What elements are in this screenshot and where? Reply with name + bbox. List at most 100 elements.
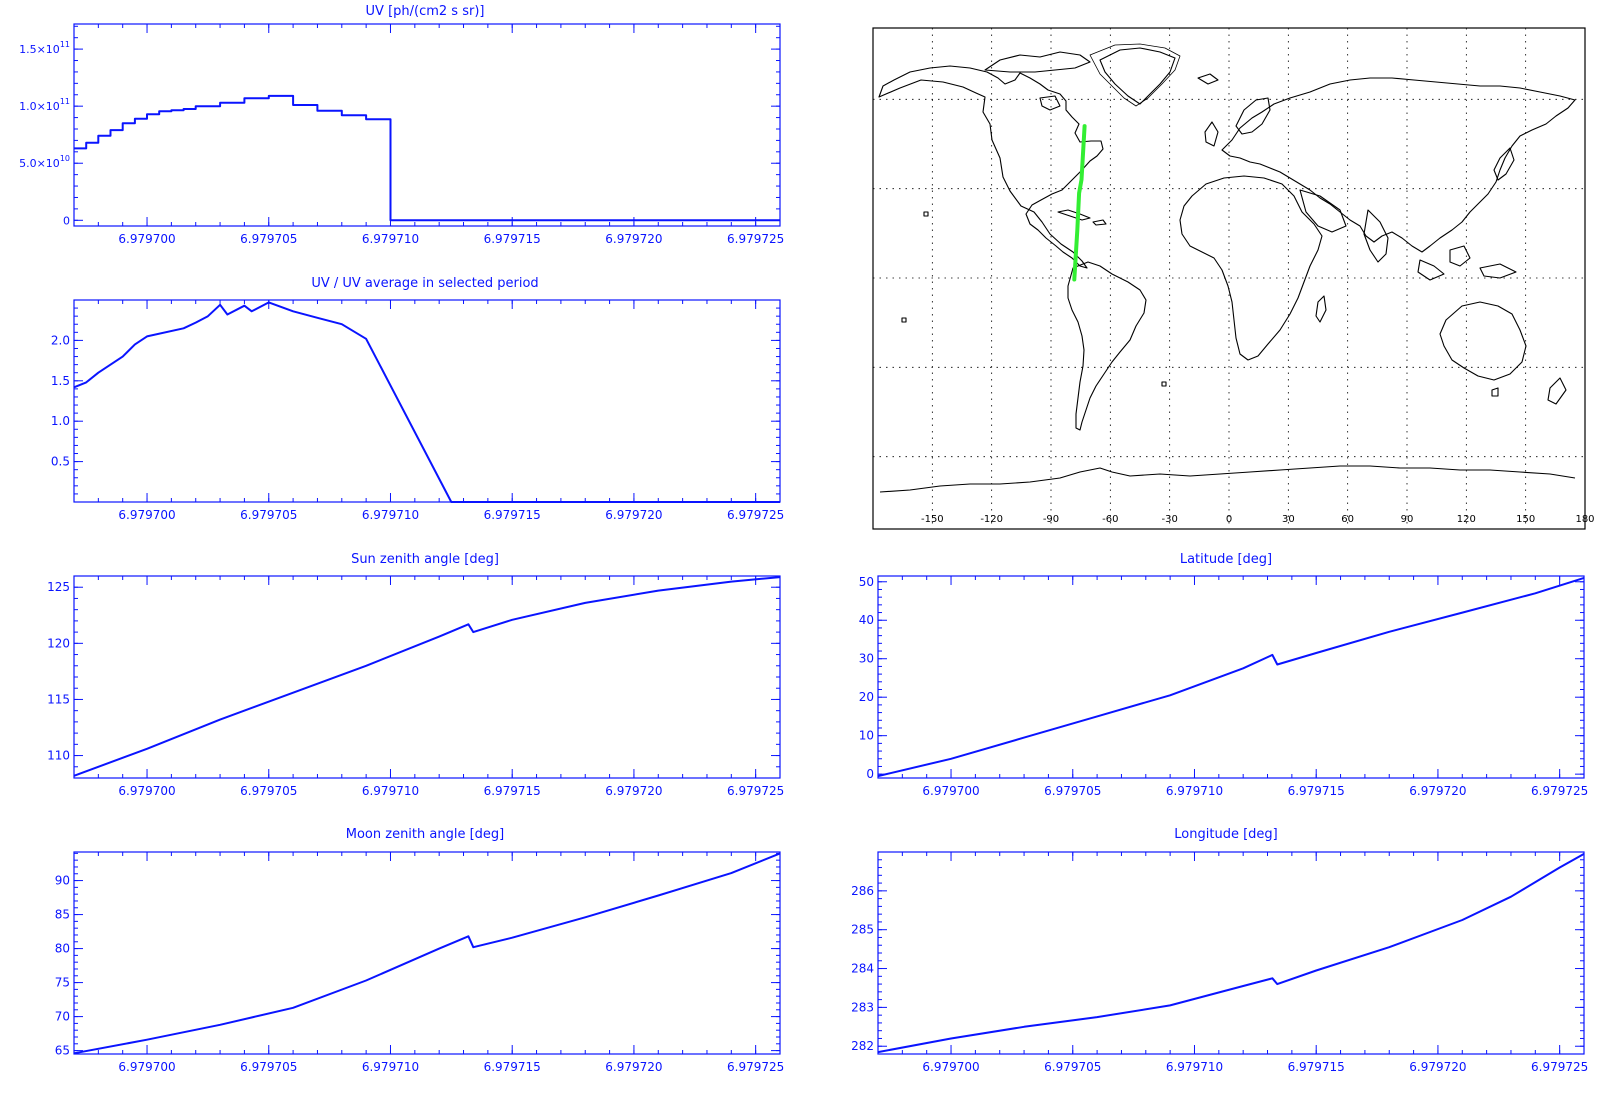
longitude-ytick-label: 286 — [851, 884, 874, 898]
map-gridlines — [873, 28, 1585, 529]
orbit-track — [1072, 124, 1087, 282]
sun-zenith-ytick-label: 125 — [47, 580, 70, 594]
uv-ratio-title: UV / UV average in selected period — [311, 276, 538, 291]
world-map: -150 -120 -90 -60 -30 0 30 60 90 120 150 180 — [872, 27, 1595, 530]
uv-xtick-label: 6.979710 — [362, 232, 419, 246]
latitude-chart: 6.979700 6.979705 6.979710 6.979715 6.979720… — [859, 575, 1589, 798]
uv-xtick-label: 6.979725 — [727, 232, 784, 246]
sun-zenith-chart: 6.979700 6.979705 6.979710 6.979715 6.979720… — [47, 575, 784, 798]
uv-ytick-label: 0 — [63, 214, 70, 227]
sun-zenith-xtick-label: 6.979725 — [727, 784, 784, 798]
longitude-ytick-label: 283 — [851, 1000, 874, 1014]
latitude-ytick-label: 0 — [866, 767, 874, 781]
uv-ratio-axes-frame — [73, 299, 781, 503]
uv-ratio-ytick-label: 1.0 — [51, 414, 70, 428]
moon-zenith-xtick-label: 6.979720 — [605, 1060, 662, 1074]
map-lon-label: -30 — [1161, 514, 1177, 525]
uv-ratio-chart: 6.979700 6.979705 6.979710 6.979715 6.979720… — [51, 299, 784, 522]
sun-zenith-ytick-label: 110 — [47, 749, 70, 763]
uv-ratio-series-line — [73, 301, 780, 503]
moon-zenith-ytick-label: 90 — [55, 874, 70, 888]
latitude-axes-frame — [877, 575, 1585, 779]
uv-xtick-label: 6.979720 — [605, 232, 662, 246]
sun-zenith-title: Sun zenith angle [deg] — [351, 552, 499, 567]
moon-zenith-xtick-label: 6.979725 — [727, 1060, 784, 1074]
uv-xtick-label: 6.979715 — [484, 232, 541, 246]
moon-zenith-ytick-label: 75 — [55, 976, 70, 990]
sun-zenith-ytick-label: 115 — [47, 692, 70, 706]
map-lon-label: 120 — [1457, 514, 1476, 525]
moon-zenith-xtick-label: 6.979710 — [362, 1060, 419, 1074]
map-lon-label: 90 — [1401, 514, 1414, 525]
longitude-xtick-label: 6.979715 — [1288, 1060, 1345, 1074]
uv-series-line — [74, 94, 780, 222]
moon-zenith-axes-frame — [73, 851, 781, 1055]
map-lon-label: 180 — [1575, 514, 1594, 525]
latitude-series-line — [877, 576, 1585, 778]
moon-zenith-ytick-label: 85 — [55, 908, 70, 922]
uv-ratio-xtick-label: 6.979710 — [362, 508, 419, 522]
uv-ratio-xtick-label: 6.979725 — [727, 508, 784, 522]
sun-zenith-ytick-label: 120 — [47, 636, 70, 650]
uv-ratio-xtick-label: 6.979715 — [484, 508, 541, 522]
moon-zenith-series-line — [73, 852, 781, 1055]
longitude-ytick-label: 282 — [851, 1039, 874, 1053]
map-lon-label: -60 — [1102, 514, 1118, 525]
uv-ratio-xtick-label: 6.979705 — [240, 508, 297, 522]
latitude-ytick-label: 50 — [859, 575, 874, 589]
moon-zenith-xtick-label: 6.979705 — [240, 1060, 297, 1074]
uv-ratio-ytick-label: 2.0 — [51, 333, 70, 347]
latitude-xtick-label: 6.979710 — [1166, 784, 1223, 798]
uv-ratio-xtick-label: 6.979720 — [605, 508, 662, 522]
uv-ytick-label: 5.0×1010 — [19, 154, 70, 170]
uv-ratio-ytick-label: 0.5 — [51, 455, 70, 469]
moon-zenith-xtick-label: 6.979715 — [484, 1060, 541, 1074]
uv-ytick-label: 1.5×1011 — [19, 40, 70, 56]
map-lon-label: -150 — [921, 514, 944, 525]
moon-zenith-ytick-label: 80 — [55, 942, 70, 956]
map-lon-label: 30 — [1282, 514, 1295, 525]
longitude-xtick-label: 6.979705 — [1044, 1060, 1101, 1074]
uv-ratio-ytick-label: 1.5 — [51, 374, 70, 388]
longitude-series-line — [877, 853, 1585, 1054]
uv-title: UV [ph/(cm2 s sr)] — [366, 4, 485, 19]
map-lon-axis: -150 -120 -90 -60 -30 0 30 60 90 120 150 180 — [921, 514, 1595, 525]
uv-xtick-label: 6.979705 — [240, 232, 297, 246]
sun-zenith-xtick-label: 6.979710 — [362, 784, 419, 798]
latitude-xtick-label: 6.979700 — [922, 784, 979, 798]
latitude-xtick-label: 6.979705 — [1044, 784, 1101, 798]
latitude-ytick-label: 40 — [859, 613, 874, 627]
moon-zenith-title: Moon zenith angle [deg] — [346, 827, 504, 842]
sun-zenith-series-line — [73, 576, 781, 777]
moon-zenith-ytick-label: 70 — [55, 1010, 70, 1024]
longitude-ytick-label: 285 — [851, 923, 874, 937]
map-lon-label: 60 — [1341, 514, 1354, 525]
moon-zenith-chart: 6.979700 6.979705 6.979710 6.979715 6.979720… — [55, 851, 784, 1074]
longitude-title: Longitude [deg] — [1174, 827, 1277, 842]
longitude-xtick-label: 6.979720 — [1409, 1060, 1466, 1074]
orbit-track-line — [1072, 124, 1087, 282]
uv-ytick-label: 1.0×1011 — [19, 97, 70, 113]
uv-chart: 6.979700 6.979705 6.979710 6.979715 6.979720… — [19, 23, 784, 246]
uv-ratio-xtick-label: 6.979700 — [118, 508, 175, 522]
latitude-xtick-label: 6.979725 — [1531, 784, 1588, 798]
uv-xtick-label: 6.979700 — [118, 232, 175, 246]
sun-zenith-xtick-label: 6.979715 — [484, 784, 541, 798]
longitude-xtick-label: 6.979725 — [1531, 1060, 1588, 1074]
latitude-xtick-label: 6.979720 — [1409, 784, 1466, 798]
sun-zenith-xtick-label: 6.979700 — [118, 784, 175, 798]
longitude-ytick-label: 284 — [851, 962, 874, 976]
uv-axes-frame — [73, 23, 781, 227]
latitude-xtick-label: 6.979715 — [1288, 784, 1345, 798]
coastlines — [878, 43, 1576, 493]
longitude-xtick-label: 6.979700 — [922, 1060, 979, 1074]
longitude-xtick-label: 6.979710 — [1166, 1060, 1223, 1074]
latitude-title: Latitude [deg] — [1180, 552, 1272, 567]
moon-zenith-ytick-label: 65 — [55, 1044, 70, 1058]
latitude-ytick-label: 20 — [859, 690, 874, 704]
moon-zenith-xtick-label: 6.979700 — [118, 1060, 175, 1074]
map-lon-label: 150 — [1516, 514, 1535, 525]
longitude-chart: 6.979700 6.979705 6.979710 6.979715 6.979720… — [851, 851, 1588, 1074]
latitude-ytick-label: 30 — [859, 652, 874, 666]
